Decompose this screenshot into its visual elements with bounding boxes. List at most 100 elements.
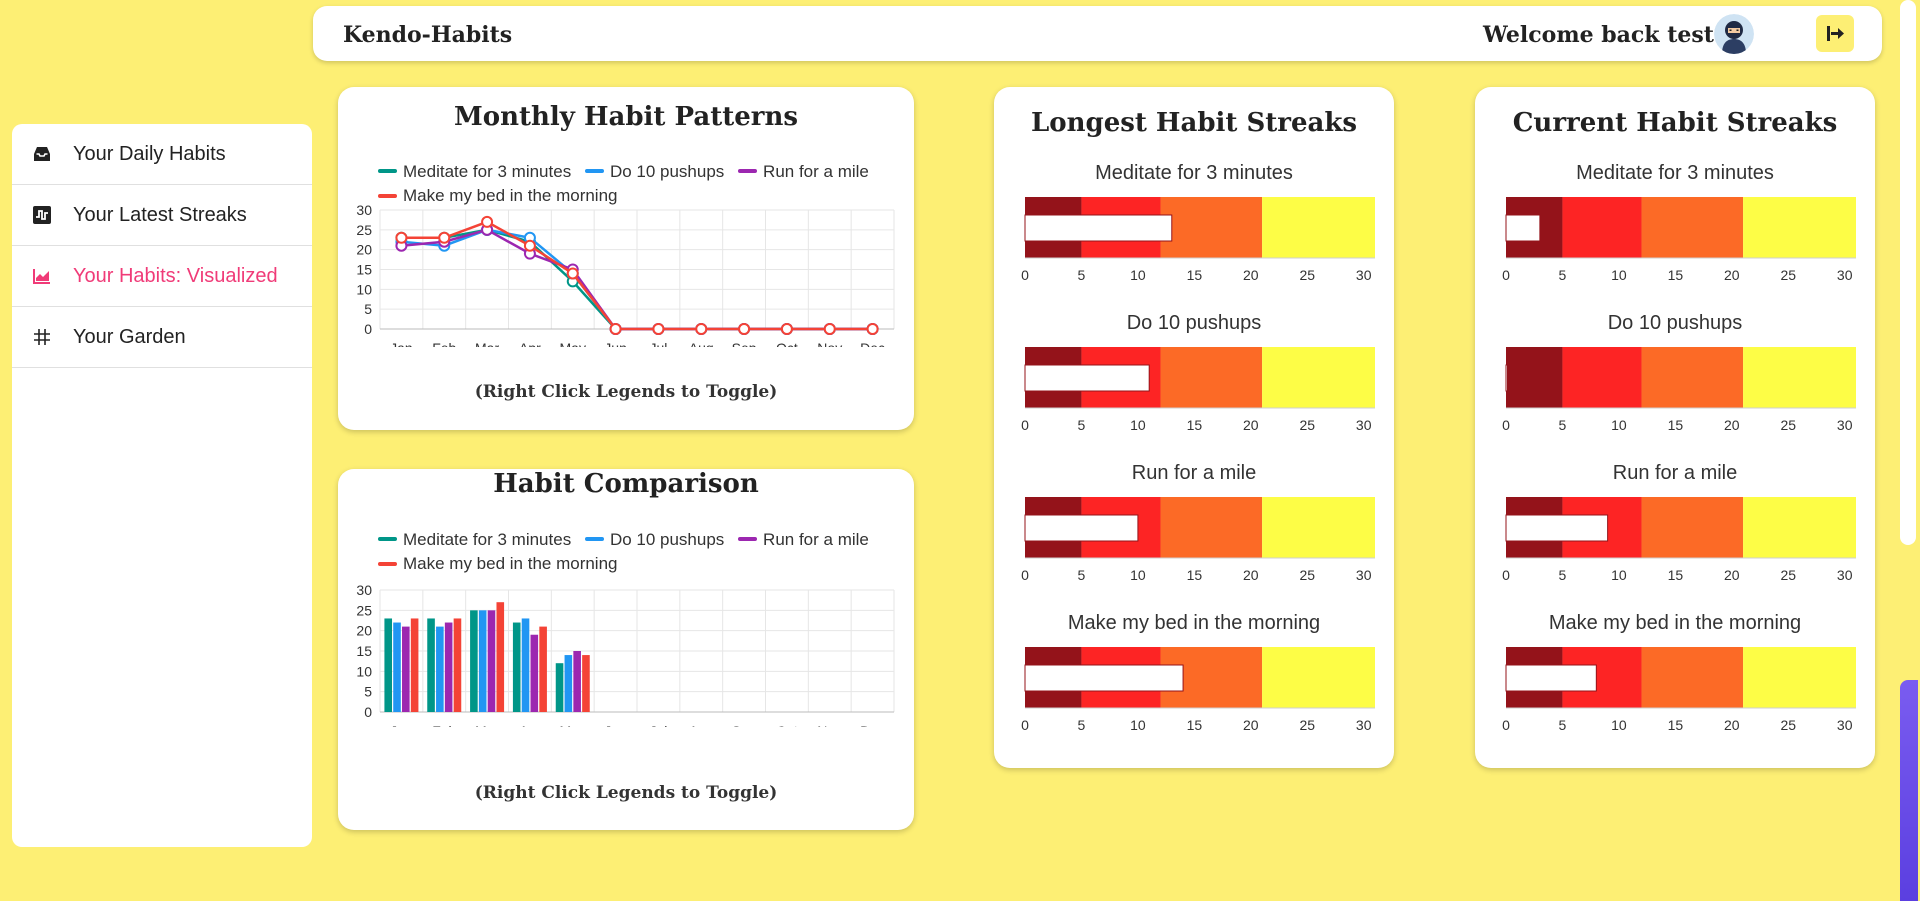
x-tick-label: Aug	[689, 723, 714, 727]
x-tick-label: May	[560, 340, 586, 347]
x-tick-label: Oct	[776, 340, 798, 347]
x-tick-label: Dec	[860, 340, 885, 347]
chart-icon	[32, 266, 52, 286]
x-tick-label: 25	[1299, 417, 1315, 433]
data-point	[866, 323, 879, 335]
x-tick-label: 0	[1502, 567, 1510, 583]
range-band	[1262, 197, 1375, 258]
x-tick-label: Nov	[817, 340, 842, 347]
x-tick-label: Jan	[390, 723, 413, 727]
sidebar-item-garden[interactable]: Your Garden	[12, 307, 312, 368]
sidebar-item-label: Your Latest Streaks	[73, 203, 247, 226]
y-tick-label: 30	[356, 202, 372, 218]
legend-bed[interactable]: Make my bed in the morning	[378, 185, 618, 206]
x-tick-label: Sep	[732, 340, 757, 347]
comparison-bar-chart: 0 5 10 15 20 25 30 Jan Feb Mar Apr May Jun Jul Aug Sep O…	[356, 582, 895, 727]
data-point	[566, 267, 579, 280]
x-tick-label: 25	[1299, 717, 1315, 733]
legend-pushups[interactable]: Do 10 pushups	[584, 161, 725, 182]
x-tick-label: Dec	[860, 723, 885, 727]
y-tick-label: 25	[356, 222, 372, 238]
x-tick-label: 10	[1130, 267, 1146, 283]
sidebar-item-latest-streaks[interactable]: Your Latest Streaks	[12, 185, 312, 246]
bar	[436, 626, 444, 712]
x-tick-label: Aug	[689, 340, 714, 347]
bar	[453, 618, 462, 712]
avatar[interactable]	[1714, 14, 1754, 54]
x-tick-label: 10	[1611, 567, 1627, 583]
x-tick-label: 10	[1611, 417, 1627, 433]
comparison-legend: Meditate for 3 minutes Do 10 pushups Run…	[378, 525, 898, 574]
data-point	[738, 323, 751, 335]
x-tick-label: 10	[1611, 717, 1627, 733]
x-tick-label: Jun	[604, 723, 627, 727]
x-tick-label: Sep	[732, 723, 757, 727]
x-tick-label: 5	[1078, 717, 1086, 733]
x-tick-label: 20	[1724, 567, 1740, 583]
legend-meditate[interactable]: Meditate for 3 minutes	[378, 529, 571, 550]
bar	[512, 622, 521, 712]
range-band	[1506, 347, 1563, 408]
scrollbar-track[interactable]	[1898, 0, 1920, 901]
comparison-chart-note: (Right Click Legends to Toggle)	[474, 783, 778, 803]
x-tick-label: 10	[1611, 267, 1627, 283]
legend-label: Make my bed in the morning	[403, 186, 618, 205]
x-tick-label: 15	[1668, 717, 1684, 733]
y-tick-label: 10	[356, 281, 372, 297]
x-tick-label: 30	[1356, 717, 1372, 733]
bar	[427, 618, 435, 712]
current-streaks-bullet-charts: 0 5 10 15 20 25 30 0 5 10 15 20 25 30 0 5 10 15 20 25 30 0 5 10…	[1502, 197, 1856, 733]
bar	[393, 622, 401, 712]
legend-pushups[interactable]: Do 10 pushups	[584, 529, 724, 550]
sidebar-item-daily-habits[interactable]: Your Daily Habits	[12, 124, 312, 185]
x-tick-label: 20	[1243, 567, 1259, 583]
app-title[interactable]: Kendo-Habits	[343, 22, 513, 48]
bullet-title: Run for a mile	[1131, 462, 1257, 484]
legend-run[interactable]: Run for a mile	[738, 529, 869, 550]
range-band	[1641, 647, 1744, 708]
sidebar-item-label: Your Garden	[73, 325, 186, 348]
x-tick-label: 25	[1299, 567, 1315, 583]
range-band	[1562, 347, 1642, 408]
bar	[521, 618, 530, 712]
streak-bar	[1505, 364, 1508, 392]
legend-label: Run for a mile	[763, 529, 869, 549]
range-band	[1743, 347, 1856, 408]
streak-bar	[1024, 664, 1184, 692]
streak-bar	[1505, 664, 1597, 692]
sidebar-item-habits-visualized[interactable]: Your Habits: Visualized	[12, 246, 312, 307]
legend-bed[interactable]: Make my bed in the morning	[378, 553, 618, 574]
x-tick-label: Nov	[817, 723, 842, 727]
y-tick-label: 20	[356, 242, 372, 258]
legend-swatch	[738, 169, 758, 173]
x-tick-label: 15	[1187, 267, 1203, 283]
legend-label: Meditate for 3 minutes	[403, 529, 572, 549]
logout-button[interactable]	[1816, 15, 1854, 52]
x-tick-label: 10	[1130, 417, 1146, 433]
x-tick-label: 5	[1559, 417, 1567, 433]
legend-swatch	[378, 193, 397, 198]
legend-swatch	[584, 169, 604, 173]
scrollbar-thumb[interactable]	[1900, 0, 1916, 545]
x-tick-label: 30	[1837, 567, 1853, 583]
legend-meditate[interactable]: Meditate for 3 minutes	[378, 161, 571, 182]
monthly-line-chart: 0 5 10 15 20 25 30 Jan Feb Mar Apr May Jun Jul Aug Sep O…	[356, 202, 895, 347]
y-tick-label: 0	[364, 321, 372, 337]
x-tick-label: 5	[1559, 717, 1567, 733]
x-tick-label: 5	[1078, 267, 1086, 283]
x-tick-label: 30	[1837, 717, 1853, 733]
legend-run[interactable]: Run for a mile	[738, 161, 869, 182]
x-tick-label: 0	[1021, 267, 1029, 283]
x-tick-label: Jun	[604, 340, 627, 347]
data-point	[481, 215, 494, 228]
bar	[487, 610, 496, 712]
x-tick-label: 0	[1502, 267, 1510, 283]
bar	[573, 651, 581, 712]
streak-bar	[1505, 214, 1541, 242]
user-avatar-icon	[1714, 14, 1754, 54]
y-tick-label: 5	[364, 301, 372, 317]
legend-label: Do 10 pushups	[609, 161, 725, 181]
x-tick-label: 20	[1243, 717, 1259, 733]
x-tick-label: 30	[1837, 267, 1853, 283]
streak-icon	[32, 205, 52, 225]
